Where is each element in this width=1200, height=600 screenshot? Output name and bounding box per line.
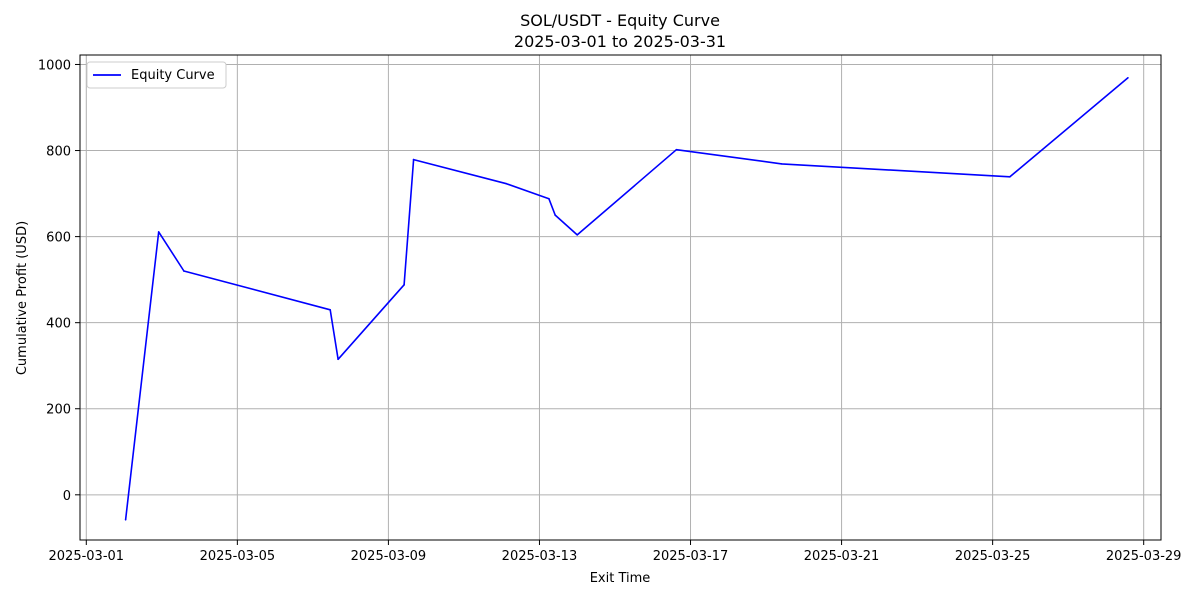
x-tick-label: 2025-03-25: [955, 549, 1031, 564]
y-tick-label: 600: [46, 231, 71, 246]
data-point: [157, 231, 160, 233]
x-tick-label: 2025-03-29: [1106, 549, 1182, 564]
x-tick-label: 2025-03-09: [351, 549, 427, 564]
y-tick-label: 800: [46, 145, 71, 160]
data-point: [337, 358, 339, 361]
data-point: [554, 214, 556, 216]
chart-title: SOL/USDT - Equity Curve: [520, 11, 720, 30]
axis-ticks: 2025-03-01 2025-03-05 2025-03-09 2025-03-13…: [38, 58, 1182, 564]
data-point: [780, 163, 783, 165]
y-tick-label: 200: [46, 403, 71, 418]
data-point: [412, 158, 415, 161]
x-tick-label: 2025-03-17: [653, 549, 729, 564]
legend: Equity Curve: [86, 61, 227, 89]
data-point: [505, 182, 508, 185]
x-tick-label: 2025-03-21: [804, 549, 880, 564]
y-tick-label: 1000: [38, 58, 71, 73]
data-point: [548, 197, 550, 200]
data-point: [576, 234, 579, 236]
data-point: [675, 148, 678, 151]
x-axis-label: Exit Time: [590, 571, 651, 586]
grid: [80, 55, 1161, 540]
data-point: [1009, 175, 1011, 178]
series-layer: [124, 77, 1129, 521]
data-point: [403, 284, 405, 286]
legend-label: Equity Curve: [131, 68, 215, 83]
y-axis-label: Cumulative Profit (USD): [15, 221, 30, 375]
chart-subtitle: 2025-03-01 to 2025-03-31: [514, 32, 726, 51]
axes-frame: [79, 54, 1162, 541]
legend-box: [86, 61, 227, 89]
data-point: [1127, 77, 1129, 79]
data-point: [183, 270, 185, 272]
y-tick-label: 400: [46, 317, 71, 332]
data-point: [329, 308, 331, 311]
y-tick-label: 0: [63, 489, 71, 504]
x-tick-label: 2025-03-05: [200, 549, 276, 564]
series-line-equity-curve: [124, 77, 1129, 520]
x-tick-label: 2025-03-13: [502, 549, 578, 564]
x-tick-label: 2025-03-01: [49, 549, 125, 564]
data-point: [124, 518, 127, 521]
